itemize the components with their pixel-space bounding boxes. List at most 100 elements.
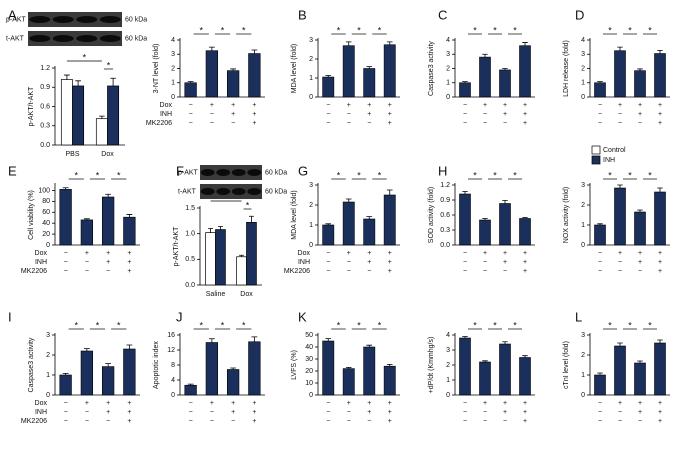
bar — [363, 346, 376, 396]
panel-label: C — [438, 7, 447, 22]
blot-band — [231, 188, 246, 195]
significance-star: * — [608, 25, 612, 35]
treatment-sign: − — [189, 418, 193, 425]
treatment-sign: − — [347, 409, 351, 416]
error-bar — [126, 214, 133, 218]
bar — [80, 219, 94, 246]
treatment-sign: + — [638, 102, 642, 109]
y-tick-label: 2 — [446, 65, 450, 72]
y-tick-label: 0 — [309, 392, 313, 399]
blot-label: t-AKT — [178, 188, 197, 195]
treatment-sign: − — [638, 268, 642, 275]
treatment-name: Dox — [298, 250, 311, 257]
bar — [654, 53, 666, 98]
treatment-sign: + — [127, 259, 131, 266]
error-bar — [187, 81, 194, 83]
panel-label: D — [575, 7, 584, 22]
treatment-sign: − — [618, 120, 622, 127]
bar — [236, 256, 247, 286]
bar — [519, 218, 531, 246]
x-tick-label: Saline — [206, 291, 226, 298]
y-tick-label: 50 — [305, 332, 313, 339]
significance-star: * — [493, 170, 497, 180]
error-bar — [522, 42, 528, 46]
y-tick-label: 1 — [46, 372, 50, 379]
error-bar — [99, 115, 105, 119]
treatment-sign: + — [658, 418, 662, 425]
treatment-sign: + — [658, 120, 662, 127]
treatment-sign: + — [231, 111, 235, 118]
treatment-sign: + — [638, 259, 642, 266]
error-bar — [345, 367, 352, 369]
treatment-sign: + — [503, 259, 507, 266]
y-tick-label: 0.0 — [185, 282, 195, 289]
significance-star: * — [648, 170, 652, 180]
treatment-sign: + — [388, 268, 392, 275]
treatment-name: MK2206 — [146, 120, 172, 127]
treatment-sign: − — [347, 418, 351, 425]
treatment-sign: + — [638, 400, 642, 407]
legend-swatch — [591, 145, 601, 155]
error-bar — [208, 46, 215, 51]
treatment-sign: + — [638, 250, 642, 257]
bar — [80, 350, 94, 396]
treatment-sign: − — [367, 268, 371, 275]
treatment-sign: + — [252, 418, 256, 425]
bar — [246, 222, 257, 286]
treatment-sign: + — [367, 102, 371, 109]
treatment-sign: − — [64, 418, 68, 425]
bar — [519, 357, 531, 396]
bar — [479, 361, 491, 396]
bar — [363, 218, 376, 246]
y-tick-label: 1 — [581, 222, 585, 229]
significance-star: * — [513, 25, 517, 35]
bar — [459, 337, 471, 396]
bar — [383, 44, 396, 98]
bar — [479, 219, 491, 246]
treatment-sign: − — [503, 120, 507, 127]
error-bar — [251, 49, 258, 54]
treatment-sign: − — [598, 409, 602, 416]
blot-band — [216, 188, 231, 195]
treatment-name: Dox — [160, 102, 173, 109]
treatment-name: INH — [298, 259, 310, 266]
treatment-sign: + — [106, 400, 110, 407]
treatment-sign: − — [64, 400, 68, 407]
bar — [499, 203, 511, 246]
bar — [459, 193, 471, 246]
significance-star: * — [378, 25, 382, 35]
blot-label: p-AKT — [178, 169, 199, 176]
legend-label: INH — [603, 157, 615, 164]
y-axis-label: MDA level (fold) — [291, 44, 298, 93]
error-bar — [366, 344, 373, 347]
y-tick-label: 3 — [309, 37, 313, 44]
x-tick-label: PBS — [65, 151, 79, 158]
treatment-sign: − — [189, 111, 193, 118]
error-bar — [482, 218, 488, 220]
y-tick-label: 3 — [46, 332, 50, 339]
significance-star: * — [337, 170, 341, 180]
treatment-sign: − — [598, 259, 602, 266]
treatment-sign: − — [598, 250, 602, 257]
treatment-sign: + — [388, 409, 392, 416]
treatment-sign: + — [503, 111, 507, 118]
error-bar — [597, 372, 603, 375]
treatment-sign: − — [463, 409, 467, 416]
treatment-sign: − — [598, 418, 602, 425]
y-axis-label: LVFS (%) — [291, 350, 298, 380]
significance-star: * — [628, 25, 632, 35]
bar — [479, 56, 491, 98]
bar — [634, 70, 646, 98]
bar — [59, 189, 72, 246]
y-tick-label: 0 — [171, 94, 175, 101]
error-bar — [105, 193, 112, 197]
bar — [123, 216, 136, 246]
treatment-sign: + — [347, 400, 351, 407]
treatment-sign: − — [326, 409, 330, 416]
treatment-sign: − — [483, 111, 487, 118]
error-bar — [248, 215, 254, 223]
treatment-sign: + — [347, 102, 351, 109]
panel-label: L — [575, 309, 582, 324]
bar — [383, 365, 396, 396]
treatment-sign: − — [598, 268, 602, 275]
